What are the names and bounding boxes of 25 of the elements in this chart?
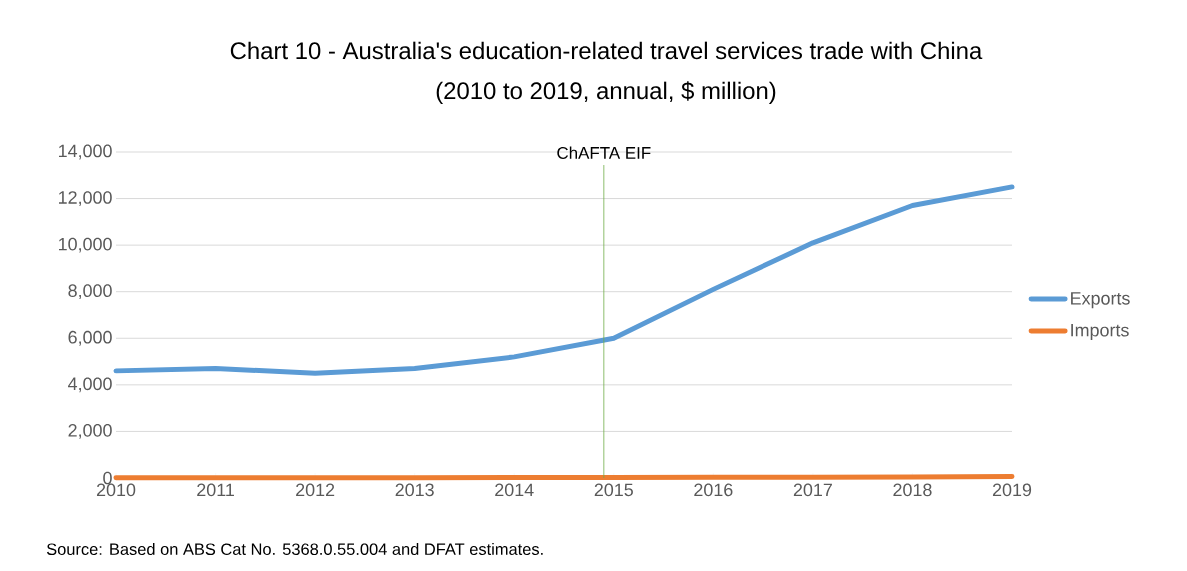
legend-label: Imports: [1071, 323, 1129, 341]
x-tick-label: 2011: [197, 483, 234, 497]
y-tick-label: 8,000: [68, 284, 112, 300]
y-tick-label: 2,000: [68, 424, 112, 439]
legend-label: Exports: [1071, 292, 1130, 309]
y-tick-label: 12,000: [59, 191, 112, 206]
y-tick-label: 14,000: [59, 144, 112, 160]
x-tick-label: 2019: [992, 483, 1032, 497]
y-tick-label: 6,000: [68, 330, 112, 346]
y-tick-label: 10,000: [59, 237, 112, 253]
line-series: [113, 184, 1015, 376]
x-tick-label: 2014: [495, 483, 534, 497]
chart-title: Chart 10 - Australia's education-related travel services trade with China: [230, 41, 983, 60]
x-tick-label: 2010: [96, 483, 136, 497]
chart-subtitle: (2010 to 2019, annual, $ million): [436, 81, 776, 104]
x-tick-label: 2018: [893, 483, 932, 497]
x-tick-label: 2016: [694, 483, 733, 497]
source-note: Source: Based on ABS Cat No. 5368.0.55.004 and DFAT estimates.: [46, 542, 543, 556]
x-tick-label: 2013: [395, 483, 434, 497]
x-tick-label: 2015: [594, 483, 633, 497]
y-tick-label: 4,000: [68, 377, 112, 393]
y-tick-label: 0: [103, 471, 112, 485]
x-tick-label: 2017: [793, 483, 832, 497]
x-tick-label: 2012: [296, 483, 335, 497]
ref-line-label: ChAFTA EIF: [557, 146, 651, 159]
